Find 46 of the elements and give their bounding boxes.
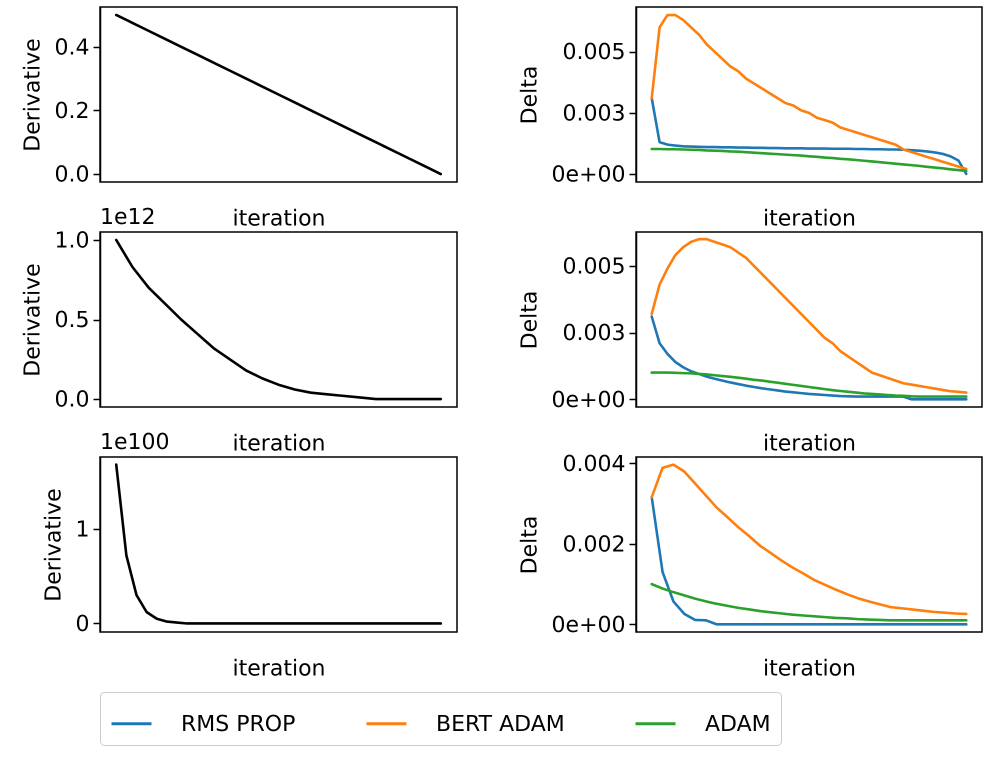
x-axis-title: iteration xyxy=(232,656,326,682)
line-series xyxy=(650,371,968,398)
x-axis-title: iteration xyxy=(763,432,856,456)
y-tick-label: 0e+00 xyxy=(552,612,626,638)
x-axis-title: iteration xyxy=(763,206,856,232)
y-tick-label: 1.0 xyxy=(54,228,90,254)
legend-label: BERT ADAM xyxy=(436,712,565,737)
text: 1e100 xyxy=(100,430,170,455)
line-series xyxy=(650,96,968,176)
y-axis-title: Derivative xyxy=(20,38,46,152)
y-tick-label: 0.005 xyxy=(562,40,626,66)
y-tick-label: 0.0 xyxy=(54,388,90,413)
y-tick-label: 0.002 xyxy=(562,532,626,558)
text: 1e12 xyxy=(100,205,156,230)
y-axis-title: Delta xyxy=(518,66,543,124)
line-series xyxy=(650,463,968,616)
line-series xyxy=(650,496,968,626)
y-tick-label: 0.003 xyxy=(562,101,626,126)
y-tick-label: 0.5 xyxy=(54,308,90,333)
y-tick-label: 0e+00 xyxy=(552,388,626,413)
y-tick-label: 1 xyxy=(76,517,90,542)
line-series xyxy=(650,14,968,170)
line-series xyxy=(650,148,968,172)
x-axis-title: iteration xyxy=(232,432,326,456)
y-axis-title: Derivative xyxy=(42,488,67,602)
line-series xyxy=(114,463,442,625)
line-series xyxy=(114,238,442,400)
line-series xyxy=(650,238,968,394)
y-axis-title: Delta xyxy=(518,516,543,574)
x-axis-title: iteration xyxy=(763,656,856,682)
line-series xyxy=(650,582,968,622)
y-tick-label: 0 xyxy=(76,612,90,637)
y-tick-label: 0.4 xyxy=(54,35,90,60)
y-tick-label: 0.0 xyxy=(54,162,90,188)
y-tick-label: 0.005 xyxy=(562,254,626,280)
line-series xyxy=(114,14,442,176)
y-tick-label: 0.004 xyxy=(562,452,626,477)
y-axis-title: Delta xyxy=(518,290,543,350)
x-axis-title: iteration xyxy=(232,206,326,232)
y-tick-label: 0e+00 xyxy=(552,162,626,188)
line-series xyxy=(650,315,968,401)
legend-label: ADAM xyxy=(705,712,771,737)
y-axis-title: Derivative xyxy=(20,263,46,377)
y-tick-label: 0.2 xyxy=(54,98,90,124)
legend-label: RMS PROP xyxy=(181,712,296,737)
y-tick-label: 0.003 xyxy=(562,321,626,346)
